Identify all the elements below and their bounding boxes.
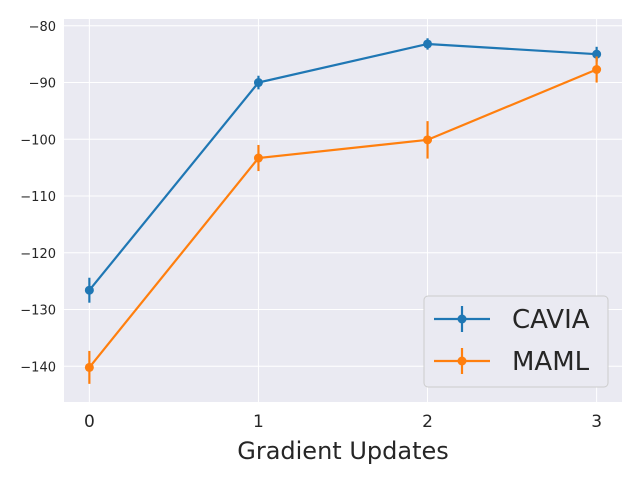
- maml-data-point: [423, 135, 433, 145]
- y-tick-label: −120: [20, 247, 56, 262]
- y-tick-label: −130: [20, 304, 56, 319]
- x-axis-label: Gradient Updates: [237, 437, 449, 465]
- maml-legend-marker: [457, 356, 467, 366]
- y-tick-label: −110: [20, 190, 56, 205]
- maml-data-point: [253, 153, 263, 163]
- maml-series-line: [88, 68, 598, 369]
- x-tick-label: 2: [422, 412, 433, 432]
- cavia-legend-marker: [457, 314, 467, 324]
- x-tick-labels: 0 1 2 3: [84, 412, 602, 432]
- x-tick-label: 3: [591, 412, 602, 432]
- cavia-data-point: [84, 285, 94, 295]
- maml-legend-label: MAML: [512, 347, 590, 377]
- series-group: [84, 38, 602, 384]
- cavia-data-point: [423, 39, 433, 49]
- cavia-data-point: [253, 78, 263, 88]
- cavia-series-line: [88, 42, 597, 291]
- maml-data-point: [592, 64, 602, 74]
- cavia-data-point: [592, 49, 602, 59]
- x-tick-label: 0: [84, 412, 95, 432]
- y-tick-label: −100: [20, 133, 56, 148]
- y-tick-label: −80: [29, 20, 56, 35]
- y-tick-labels: −80 −90 −100 −110 −120 −130 −140: [20, 20, 56, 375]
- cavia-legend-label: CAVIA: [512, 305, 590, 335]
- x-tick-label: 1: [253, 412, 264, 432]
- maml-data-point: [84, 362, 94, 372]
- y-tick-label: −140: [20, 360, 56, 375]
- legend: CAVIA MAML: [423, 295, 609, 388]
- y-tick-label: −90: [29, 77, 56, 92]
